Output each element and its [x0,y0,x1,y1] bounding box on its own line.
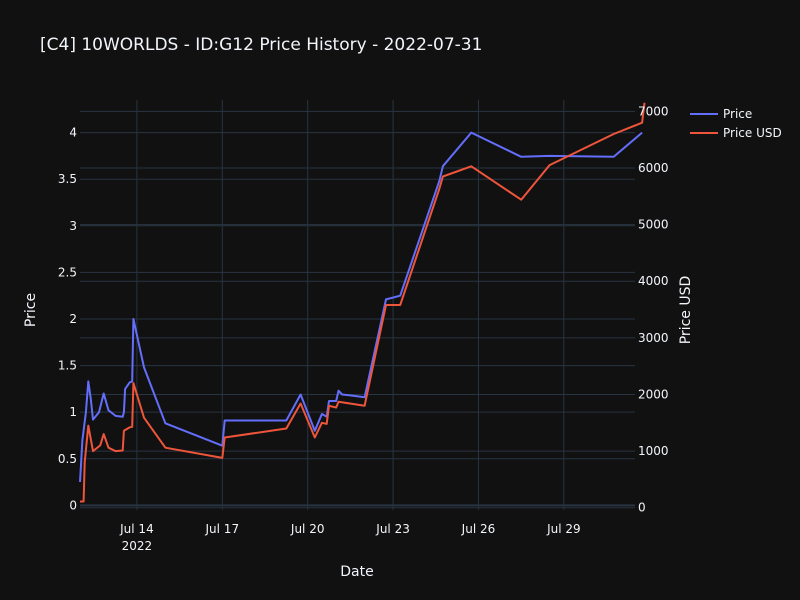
y2-tick-label: 7000 [638,104,669,118]
y-tick-label: 1.5 [58,359,77,373]
y-tick-label: 2.5 [58,265,77,279]
series-line-price-usd [80,102,646,503]
y-axis-ticks: 0 0.5 1 1.5 2 2.5 3 3.5 4 [58,126,77,513]
y2-tick-label: 5000 [638,218,669,232]
plot-area [80,100,635,510]
x-tick-label: Jul 17 [205,522,240,536]
y2-tick-label: 3000 [638,331,669,345]
y2-axis-ticks: 0 1000 2000 3000 4000 5000 6000 7000 [638,104,669,514]
y-tick-label: 4 [69,126,77,140]
legend-label-price: Price [723,107,752,121]
y2-tick-label: 2000 [638,387,669,401]
y2-tick-label: 4000 [638,274,669,288]
y-tick-label: 0 [69,498,77,512]
x-tick-label: Jul 20 [290,522,325,536]
y2-axis-title: Price USD [678,276,694,345]
y-axis-title: Price [23,293,39,327]
series-layer [79,102,646,503]
x-tick-label: Jul 29 [546,522,581,536]
x-tick-label: Jul 23 [375,522,410,536]
x-tick-year-label: 2022 [122,539,153,553]
chart-title: [C4] 10WORLDS - ID:G12 Price History - 2… [40,35,482,55]
legend: Price Price USD [690,107,782,140]
x-axis-title: Date [340,564,373,580]
grid [80,100,635,510]
y-tick-label: 2 [69,312,77,326]
series-line-price [79,131,643,483]
y2-tick-label: 1000 [638,444,669,458]
x-axis-ticks: Jul 14 2022 Jul 17 Jul 20 Jul 23 Jul 26 Jul 29 [119,522,580,553]
y-tick-label: 3.5 [58,172,77,186]
y-tick-label: 1 [69,405,77,419]
y-tick-label: 3 [69,219,77,233]
y2-tick-label: 0 [638,501,646,515]
legend-label-price-usd: Price USD [723,126,782,140]
x-tick-label: Jul 14 [119,522,154,536]
y-tick-label: 0.5 [58,452,77,466]
x-tick-label: Jul 26 [461,522,496,536]
y2-tick-label: 6000 [638,161,669,175]
